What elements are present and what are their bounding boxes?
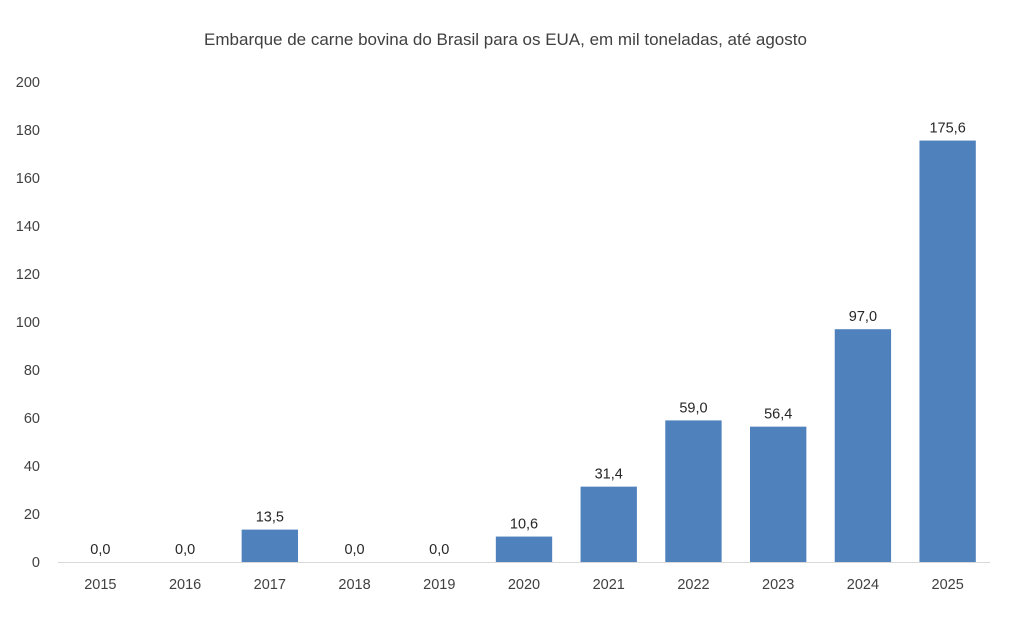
x-tick-label: 2022 xyxy=(677,577,709,593)
x-tick-label: 2019 xyxy=(423,577,455,593)
y-tick-label: 200 xyxy=(16,75,40,91)
data-label: 31,4 xyxy=(595,467,623,483)
data-label: 0,0 xyxy=(175,542,195,558)
x-tick-label: 2015 xyxy=(84,577,116,593)
y-tick-label: 160 xyxy=(16,171,40,187)
y-tick-label: 180 xyxy=(16,123,40,139)
x-tick-label: 2016 xyxy=(169,577,201,593)
bar xyxy=(750,426,807,562)
y-tick-label: 0 xyxy=(32,555,40,571)
data-label: 10,6 xyxy=(510,517,538,533)
y-tick-label: 80 xyxy=(24,363,40,379)
data-label: 56,4 xyxy=(764,407,792,423)
data-label: 0,0 xyxy=(344,542,364,558)
data-label: 175,6 xyxy=(929,121,965,137)
data-label: 0,0 xyxy=(429,542,449,558)
bar xyxy=(834,329,892,562)
bar xyxy=(919,140,976,562)
data-label: 0,0 xyxy=(90,542,110,558)
x-tick-label: 2024 xyxy=(847,577,879,593)
y-tick-label: 140 xyxy=(16,219,40,235)
data-label: 59,0 xyxy=(679,400,707,416)
y-tick-label: 40 xyxy=(24,459,40,475)
chart-title: Embarque de carne bovina do Brasil para … xyxy=(204,30,807,49)
x-tick-label: 2020 xyxy=(508,577,540,593)
bar xyxy=(665,420,722,562)
y-tick-label: 60 xyxy=(24,411,40,427)
x-tick-label: 2025 xyxy=(932,577,964,593)
bar xyxy=(580,486,637,562)
y-tick-label: 100 xyxy=(16,315,40,331)
x-tick-label: 2018 xyxy=(338,577,370,593)
data-label: 13,5 xyxy=(256,510,284,526)
y-tick-label: 20 xyxy=(24,507,40,523)
bar xyxy=(495,536,553,562)
data-label: 97,0 xyxy=(849,309,877,325)
bar xyxy=(241,529,298,562)
x-tick-label: 2021 xyxy=(593,577,625,593)
x-tick-label: 2017 xyxy=(254,577,286,593)
y-tick-label: 120 xyxy=(16,267,40,283)
x-tick-label: 2023 xyxy=(762,577,794,593)
